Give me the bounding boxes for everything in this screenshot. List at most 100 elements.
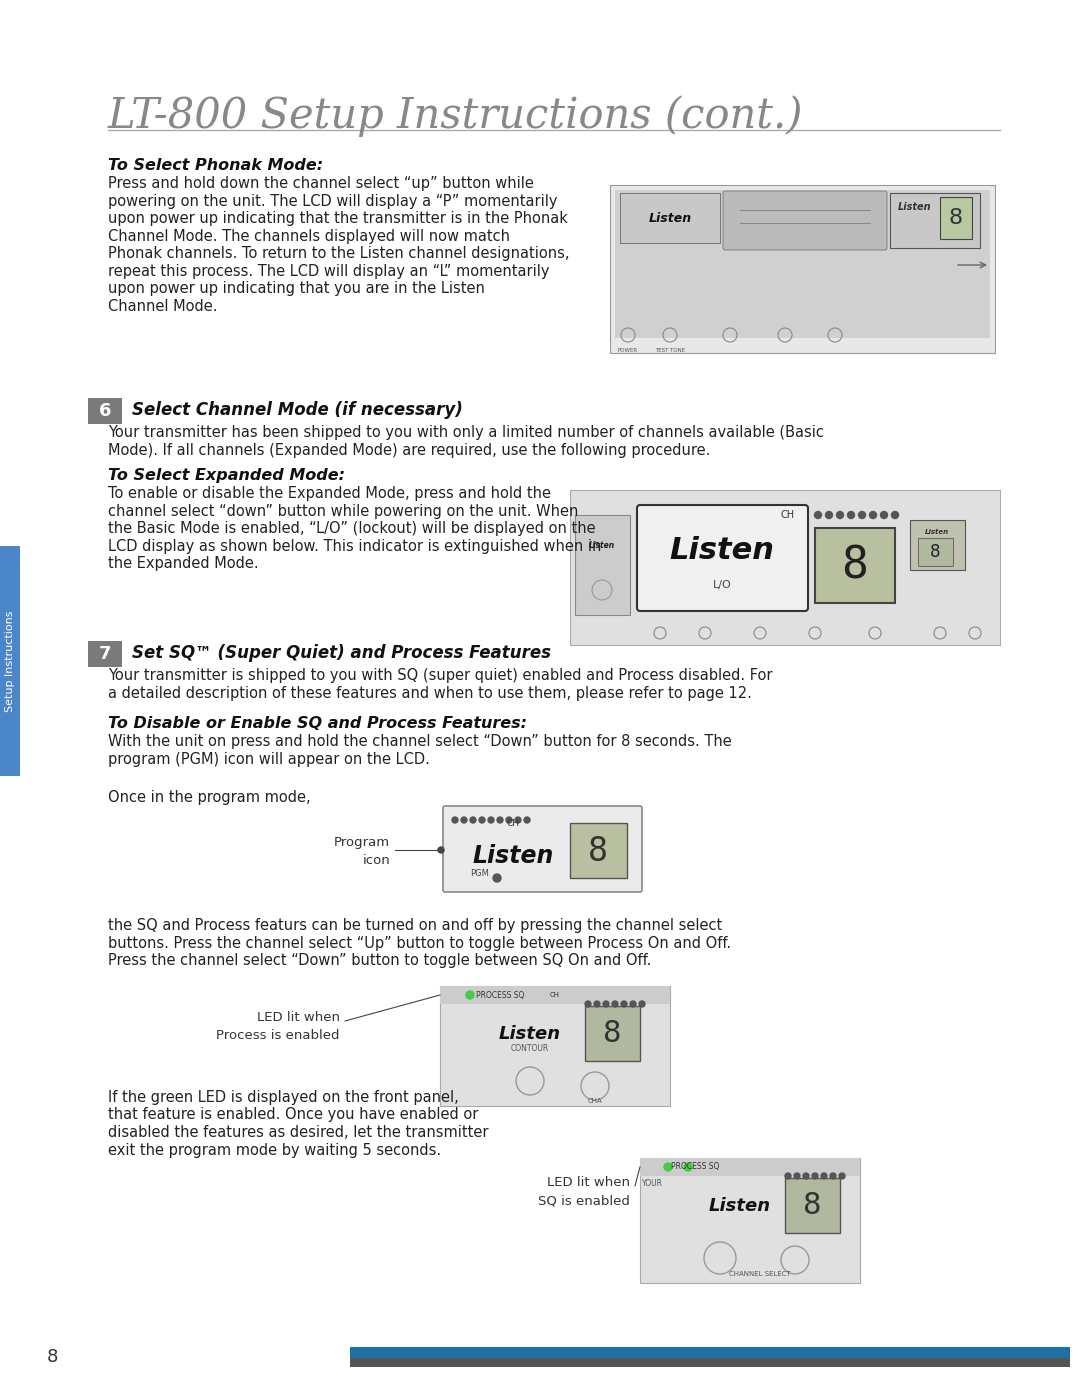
Text: Phonak channels. To return to the Listen channel designations,: Phonak channels. To return to the Listen… — [108, 246, 569, 261]
Text: Mode). If all channels (Expanded Mode) are required, use the following procedure: Mode). If all channels (Expanded Mode) a… — [108, 443, 711, 458]
Text: Listen: Listen — [708, 1196, 771, 1214]
Text: exit the program mode by waiting 5 seconds.: exit the program mode by waiting 5 secon… — [108, 1142, 441, 1158]
FancyBboxPatch shape — [723, 192, 887, 250]
Text: CHA: CHA — [588, 1098, 603, 1103]
Text: Channel Mode. The channels displayed will now match: Channel Mode. The channels displayed wil… — [108, 229, 510, 243]
Text: Setup Instructions: Setup Instructions — [5, 611, 15, 712]
Circle shape — [794, 1173, 800, 1178]
Bar — [570, 823, 627, 879]
Text: 7: 7 — [98, 645, 111, 663]
Text: Your transmitter is shipped to you with SQ (super quiet) enabled and Process dis: Your transmitter is shipped to you with … — [108, 668, 772, 683]
Bar — [87, 641, 122, 668]
Text: TEST TONE: TEST TONE — [654, 348, 685, 353]
Text: 6: 6 — [98, 403, 111, 421]
FancyBboxPatch shape — [443, 806, 642, 892]
Circle shape — [825, 512, 833, 519]
Bar — [575, 515, 630, 615]
Circle shape — [684, 1163, 692, 1171]
Circle shape — [438, 847, 444, 854]
Text: 8: 8 — [949, 208, 963, 228]
Text: Press and hold down the channel select “up” button while: Press and hold down the channel select “… — [108, 176, 534, 192]
Text: Select Channel Mode (if necessary): Select Channel Mode (if necessary) — [132, 401, 463, 419]
Text: POWER: POWER — [618, 348, 638, 353]
Text: CHANNEL SELECT: CHANNEL SELECT — [729, 1271, 791, 1277]
Bar — [940, 197, 972, 239]
Circle shape — [812, 1173, 818, 1178]
Circle shape — [470, 818, 476, 823]
Text: buttons. Press the channel select “Up” button to toggle between Process On and O: buttons. Press the channel select “Up” b… — [108, 936, 731, 951]
Bar — [350, 1357, 1070, 1367]
Text: PROCESS SQ: PROCESS SQ — [476, 991, 524, 999]
Bar — [785, 1178, 840, 1233]
Circle shape — [461, 818, 467, 823]
Text: Press the channel select “Down” button to toggle between SQ On and Off.: Press the channel select “Down” button t… — [108, 954, 651, 967]
Text: CH: CH — [507, 819, 519, 829]
FancyBboxPatch shape — [637, 505, 808, 611]
Circle shape — [524, 818, 530, 823]
Circle shape — [848, 512, 854, 519]
Bar — [640, 1158, 860, 1283]
Text: the Basic Mode is enabled, “L/O” (lockout) will be displayed on the: the Basic Mode is enabled, “L/O” (lockou… — [108, 520, 596, 536]
Text: 8: 8 — [841, 544, 868, 587]
Bar — [440, 985, 670, 1106]
Bar — [350, 1346, 1070, 1357]
Text: the SQ and Process featurs can be turned on and off by pressing the channel sele: the SQ and Process featurs can be turned… — [108, 917, 723, 933]
Circle shape — [621, 1001, 627, 1008]
Text: With the unit on press and hold the channel select “Down” button for 8 seconds. : With the unit on press and hold the chan… — [108, 734, 732, 750]
Circle shape — [486, 991, 494, 999]
Text: YOUR: YOUR — [642, 1178, 662, 1188]
FancyBboxPatch shape — [610, 185, 995, 353]
Text: To Select Phonak Mode:: To Select Phonak Mode: — [108, 158, 323, 174]
Circle shape — [507, 818, 512, 823]
Text: PGM: PGM — [471, 869, 489, 879]
Text: upon power up indicating that you are in the Listen: upon power up indicating that you are in… — [108, 280, 485, 296]
Text: Once in the program mode,: Once in the program mode, — [108, 790, 311, 805]
Bar — [815, 527, 895, 602]
Circle shape — [831, 1173, 836, 1178]
Bar — [890, 193, 980, 248]
Text: a detailed description of these features and when to use them, please refer to p: a detailed description of these features… — [108, 686, 752, 701]
Bar — [615, 190, 990, 339]
Text: Listen: Listen — [670, 536, 774, 565]
Bar — [640, 1158, 860, 1176]
Bar — [0, 545, 21, 776]
Circle shape — [630, 1001, 636, 1008]
Text: If the green LED is displayed on the front panel,: If the green LED is displayed on the fro… — [108, 1090, 459, 1105]
Circle shape — [804, 1173, 809, 1178]
Text: LED lit when
SQ is enabled: LED lit when SQ is enabled — [538, 1176, 630, 1208]
Circle shape — [664, 1163, 672, 1171]
Bar — [918, 539, 953, 566]
Text: channel select “down” button while powering on the unit. When: channel select “down” button while power… — [108, 504, 579, 519]
Text: L/O: L/O — [713, 580, 731, 590]
Text: Listen: Listen — [924, 529, 949, 534]
Text: 8: 8 — [46, 1348, 57, 1366]
Circle shape — [639, 1001, 645, 1008]
Bar — [87, 398, 122, 423]
Circle shape — [497, 818, 503, 823]
Text: Listen: Listen — [648, 211, 691, 225]
Text: LT-800 Setup Instructions (cont.): LT-800 Setup Instructions (cont.) — [108, 94, 804, 137]
Circle shape — [821, 1173, 827, 1178]
Circle shape — [891, 512, 899, 519]
Circle shape — [612, 1001, 618, 1008]
Text: To Disable or Enable SQ and Process Features:: To Disable or Enable SQ and Process Feat… — [108, 716, 527, 731]
Text: 8: 8 — [588, 834, 608, 868]
Text: program (PGM) icon will appear on the LCD.: program (PGM) icon will appear on the LC… — [108, 751, 430, 766]
Circle shape — [859, 512, 865, 519]
Text: repeat this process. The LCD will display an “L” momentarily: repeat this process. The LCD will displa… — [108, 264, 550, 279]
Circle shape — [488, 818, 494, 823]
Circle shape — [515, 818, 521, 823]
Text: Listen: Listen — [899, 203, 932, 212]
Circle shape — [814, 512, 822, 519]
Text: To enable or disable the Expanded Mode, press and hold the: To enable or disable the Expanded Mode, … — [108, 486, 551, 501]
Text: PROCESS SQ: PROCESS SQ — [671, 1163, 719, 1171]
Circle shape — [480, 818, 485, 823]
Bar — [585, 1006, 640, 1060]
Text: Your transmitter has been shipped to you with only a limited number of channels : Your transmitter has been shipped to you… — [108, 425, 824, 440]
Text: Program
icon: Program icon — [334, 836, 390, 868]
Circle shape — [465, 991, 474, 999]
Text: powering on the unit. The LCD will display a “P” momentarily: powering on the unit. The LCD will displ… — [108, 193, 557, 208]
Text: 8: 8 — [603, 1020, 621, 1048]
Text: 8: 8 — [802, 1191, 821, 1220]
Bar — [570, 490, 1000, 645]
